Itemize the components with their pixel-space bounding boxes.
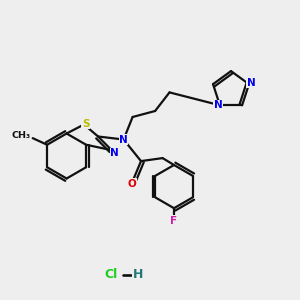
Text: N: N — [214, 100, 223, 110]
Text: N: N — [110, 148, 119, 158]
Text: N: N — [119, 134, 128, 145]
Text: O: O — [128, 179, 136, 189]
Text: F: F — [170, 216, 178, 226]
Text: H: H — [133, 268, 143, 281]
Text: S: S — [82, 118, 89, 129]
Text: CH₃: CH₃ — [11, 131, 30, 140]
Text: Cl: Cl — [104, 268, 118, 281]
Text: N: N — [247, 78, 256, 88]
